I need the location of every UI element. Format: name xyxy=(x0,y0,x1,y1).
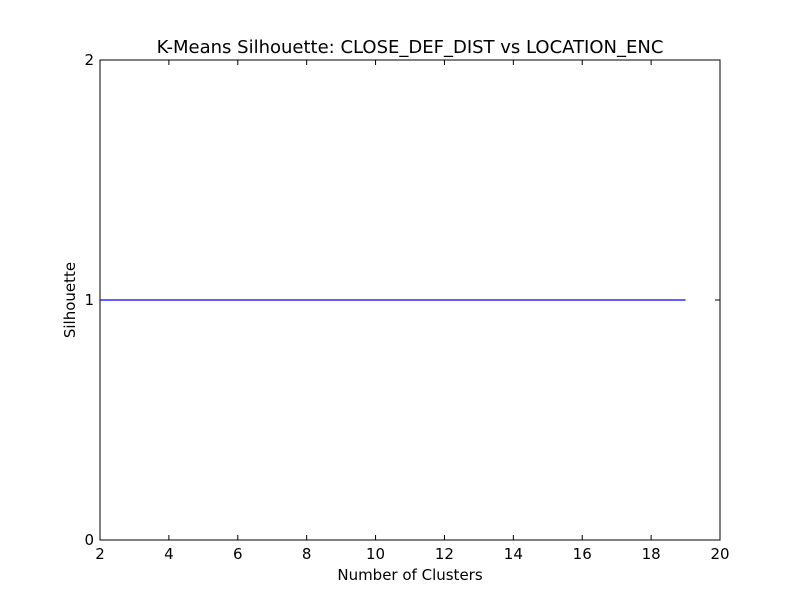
ticks-group xyxy=(99,59,721,541)
plot-area xyxy=(99,59,721,541)
x-tick-label: 6 xyxy=(233,545,243,563)
x-tick-label: 16 xyxy=(573,545,592,563)
x-tick-label: 18 xyxy=(642,545,661,563)
chart-title: K-Means Silhouette: CLOSE_DEF_DIST vs LO… xyxy=(157,37,664,58)
x-axis-label: Number of Clusters xyxy=(337,566,482,584)
x-tick-label: 10 xyxy=(366,545,385,563)
x-tick-label: 4 xyxy=(164,545,174,563)
x-tick-label: 2 xyxy=(95,545,105,563)
x-tick-label: 14 xyxy=(504,545,523,563)
y-tick-label: 2 xyxy=(84,51,94,69)
x-tick-label: 12 xyxy=(435,545,454,563)
y-axis-label: Silhouette xyxy=(61,262,79,338)
x-tick-label: 20 xyxy=(710,545,729,563)
x-tick-label: 8 xyxy=(302,545,312,563)
y-tick-label: 0 xyxy=(84,531,94,549)
y-tick-label: 1 xyxy=(84,291,94,309)
